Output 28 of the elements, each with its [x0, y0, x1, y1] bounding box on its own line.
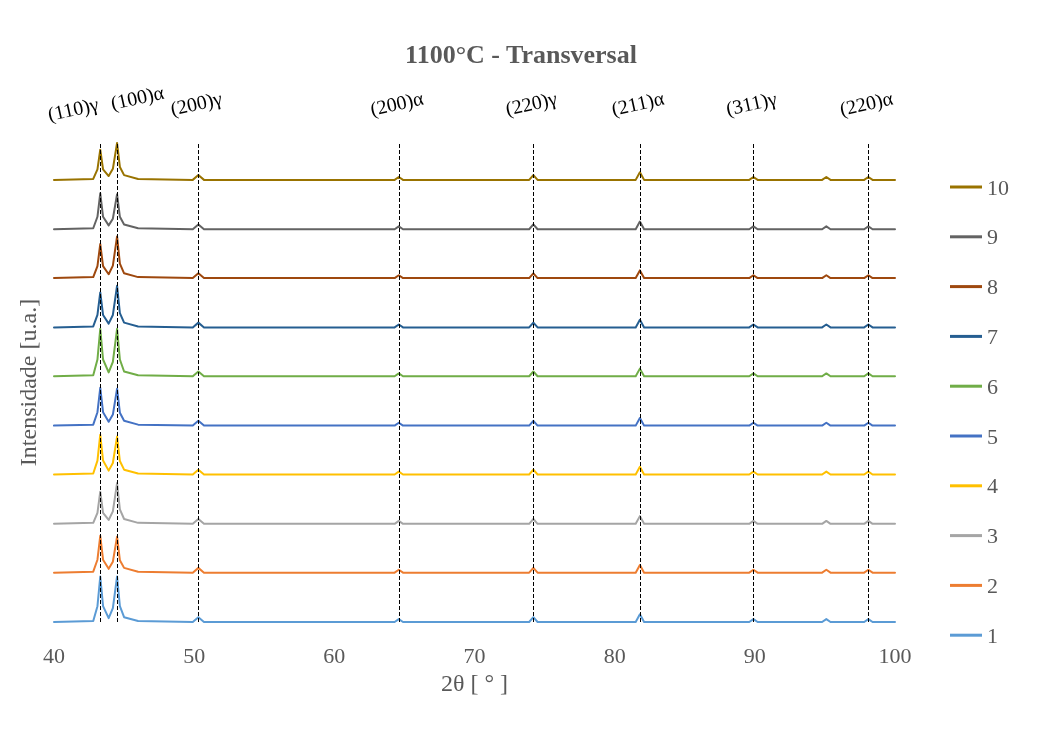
chart-title: 1100°C - Transversal: [405, 39, 637, 69]
ref-line-label: (211)α: [609, 86, 667, 121]
x-axis-title: 2θ [ ° ]: [440, 669, 509, 696]
x-tick-label: 70: [463, 642, 486, 668]
ref-line-label: (110)γ: [45, 92, 101, 127]
legend-label: 9: [987, 224, 998, 250]
x-tick-label: 40: [43, 642, 65, 668]
ref-line-label: (200)γ: [168, 86, 225, 121]
ref-line-label: (220)α: [837, 86, 896, 121]
x-tick-label: 50: [183, 642, 206, 668]
legend-label: 7: [987, 323, 998, 349]
legend-label: 3: [987, 523, 998, 549]
legend-label: 8: [987, 274, 998, 300]
ref-line-label: (100)α: [108, 80, 167, 115]
legend-label: 5: [987, 423, 998, 449]
legend-label: 2: [987, 572, 998, 598]
x-tick-label: 90: [743, 642, 766, 668]
ref-line-label: (311)γ: [723, 86, 780, 121]
legend-label: 6: [987, 373, 998, 399]
x-tick-label: 80: [603, 642, 626, 668]
legend-label: 4: [987, 473, 998, 499]
ref-line-label: (220)γ: [503, 86, 560, 121]
x-tick-label: 100: [878, 642, 912, 668]
ref-line-label: (200)α: [367, 86, 426, 121]
legend-label: 1: [987, 622, 998, 648]
x-tick-label: 60: [323, 642, 346, 668]
y-axis-title: Intensidade [u.a.]: [15, 298, 41, 467]
legend-label: 10: [987, 174, 1009, 200]
